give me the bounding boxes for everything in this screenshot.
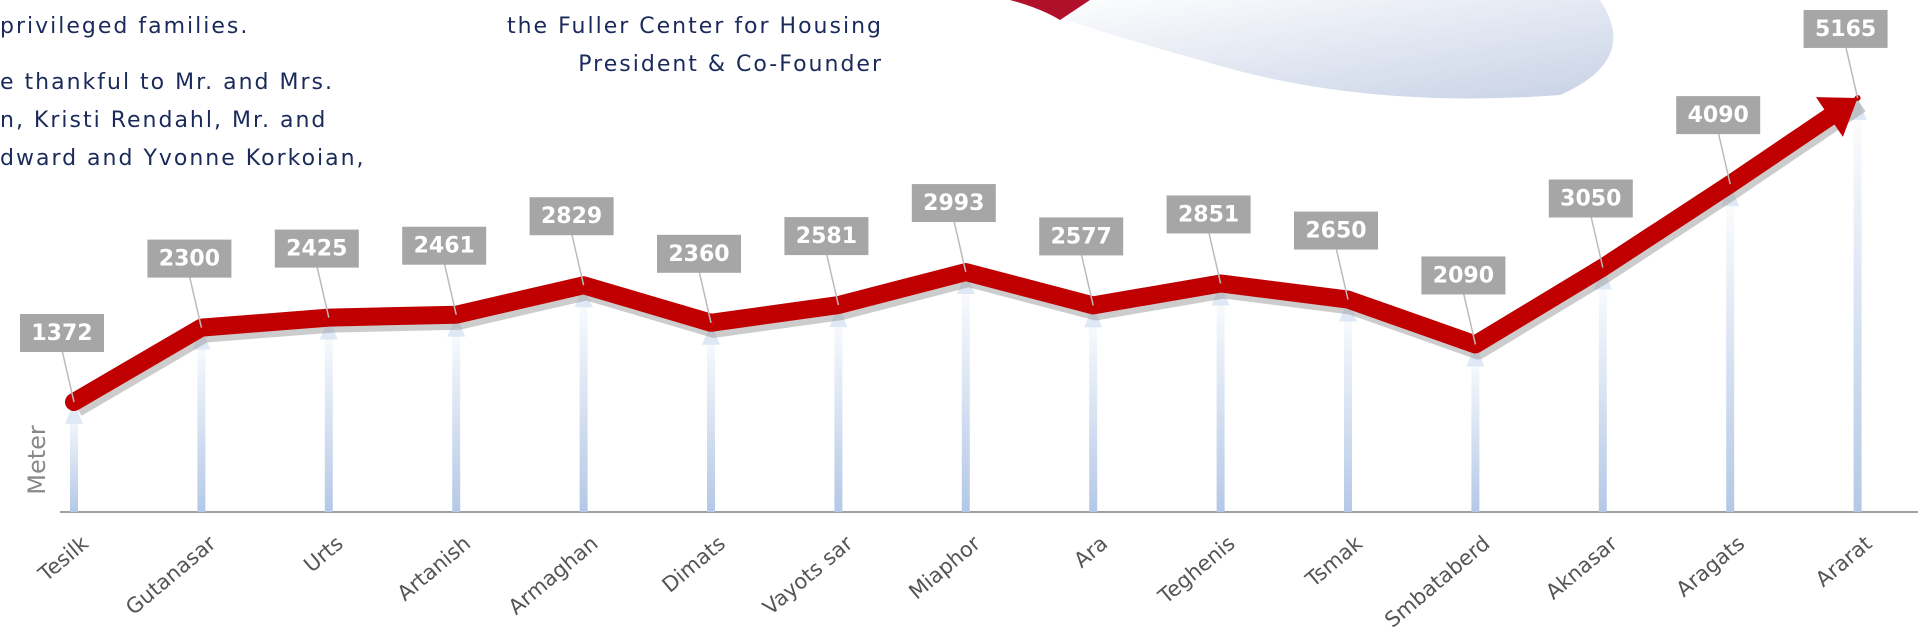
drop-bar	[325, 318, 333, 512]
drop-bar	[1217, 283, 1225, 512]
value-label: 2461	[414, 234, 475, 259]
value-label: 2577	[1051, 224, 1112, 249]
leader-line	[1718, 132, 1730, 184]
x-tick-label: Urts	[299, 531, 348, 577]
drop-bar	[834, 305, 842, 512]
drop-bar	[1089, 305, 1097, 512]
leader-line	[1591, 215, 1603, 267]
value-label: 5165	[1815, 17, 1876, 42]
flag-decoration	[1010, 0, 1613, 98]
drop-bar	[1599, 267, 1607, 512]
drop-bar	[1726, 184, 1734, 512]
leader-line	[1846, 46, 1858, 98]
value-label: 2581	[796, 224, 857, 249]
x-tick-label: Tesilk	[33, 531, 93, 587]
drop-bar	[1854, 98, 1862, 512]
x-tick-label: Aknasar	[1541, 531, 1622, 604]
value-label: 2650	[1305, 219, 1366, 244]
value-label: 2829	[541, 204, 602, 229]
drop-bar	[580, 285, 588, 512]
x-tick-label: Armaghan	[504, 531, 603, 619]
value-label: 3050	[1560, 186, 1621, 211]
leader-line	[62, 350, 74, 402]
x-tick-label: Gutanasar	[121, 531, 220, 620]
value-label: 2300	[159, 247, 220, 272]
value-label: 2360	[668, 242, 729, 267]
x-tick-label: Tsmak	[1300, 531, 1367, 593]
value-label: 2425	[286, 237, 347, 262]
leader-line	[954, 220, 966, 272]
x-tick-label: Dimats	[657, 531, 730, 597]
x-tick-label: Ara	[1069, 531, 1112, 572]
value-label: 2993	[923, 191, 984, 216]
drop-bar	[1471, 344, 1479, 512]
x-tick-label: Miaphor	[904, 531, 985, 604]
drop-bar	[452, 315, 460, 512]
drop-bar	[962, 272, 970, 512]
x-tick-label: Ararat	[1811, 531, 1877, 592]
x-tick-label: Teghenis	[1153, 531, 1240, 609]
x-tick-label: Smbataberd	[1380, 531, 1494, 632]
y-axis-label: Meter	[23, 425, 51, 495]
x-tick-label: Vayots sar	[758, 531, 857, 620]
drop-bar	[1344, 300, 1352, 512]
drop-bar	[707, 323, 715, 512]
x-tick-label: Aragats	[1672, 531, 1750, 602]
leader-line	[189, 276, 201, 328]
drop-bar	[197, 328, 205, 512]
value-label: 1372	[31, 321, 92, 346]
value-label: 2851	[1178, 202, 1239, 227]
value-label: 2090	[1433, 263, 1494, 288]
page: privileged families. e thankful to Mr. a…	[0, 0, 1920, 641]
chart: Meter 1372 2300 2425 2461 2829 2360 2581 2993 25…	[0, 0, 1920, 641]
value-label: 4090	[1688, 103, 1749, 128]
x-tick-label: Artanish	[393, 531, 475, 606]
